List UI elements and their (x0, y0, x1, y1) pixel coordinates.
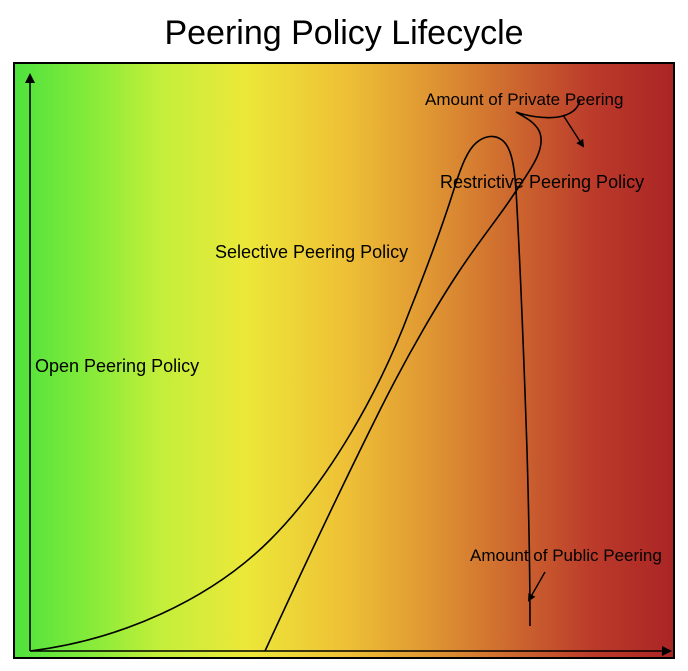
public-peering-annotation: Amount of Public Peering (470, 546, 662, 566)
page: Peering Policy Lifecycle Open Pe (0, 0, 688, 671)
private-peering-annotation: Amount of Private Peering (425, 90, 623, 110)
open-policy-label: Open Peering Policy (35, 356, 199, 377)
chart-area: Open Peering Policy Selective Peering Po… (13, 62, 675, 659)
selective-policy-label: Selective Peering Policy (215, 242, 408, 263)
restrictive-policy-label: Restrictive Peering Policy (440, 172, 644, 193)
public-peering-arrow (529, 572, 545, 600)
chart-title: Peering Policy Lifecycle (0, 14, 688, 53)
private-peering-arrow (563, 115, 583, 146)
public-peering-curve (30, 136, 530, 651)
